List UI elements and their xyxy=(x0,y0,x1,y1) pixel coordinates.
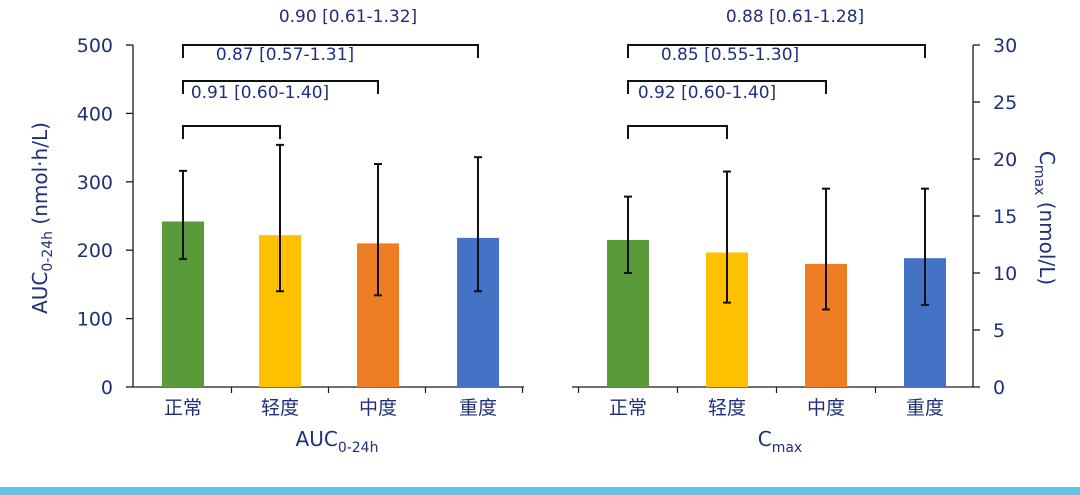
y-axis-title: Cmax (nmol/L) xyxy=(1031,151,1059,285)
comparison-bracket xyxy=(627,80,827,94)
y-tick-label: 0 xyxy=(101,377,113,399)
x-tick-label: 轻度 xyxy=(261,397,299,419)
x-tick-label: 中度 xyxy=(359,397,397,419)
comparison-bracket xyxy=(627,44,926,58)
chart-panel-1: 0 100 200 300 400 500 正常 轻度 中度 重度 0.91 [0.60-1.40]… xyxy=(28,7,524,456)
comparison-label: 0.85 [0.55-1.30] xyxy=(661,45,799,65)
x-tick-label: 轻度 xyxy=(708,397,746,419)
y-tick-label: 20 xyxy=(993,149,1017,171)
comparison-bracket xyxy=(182,44,479,58)
x-tick-label: 中度 xyxy=(807,397,845,419)
x-tick-label: 重度 xyxy=(459,397,497,419)
comparison-label: 0.92 [0.60-1.40] xyxy=(638,83,776,103)
comparison-bracket xyxy=(182,80,379,94)
comparison-label: 0.87 [0.57-1.31] xyxy=(216,45,354,65)
y-tick-label: 0 xyxy=(993,377,1005,399)
y-tick-label: 10 xyxy=(993,263,1017,285)
y-tick-label: 100 xyxy=(77,309,113,331)
comparison-label: 0.90 [0.61-1.32] xyxy=(279,7,417,27)
chart-panel-2: 0 5 10 15 20 25 30 正常 轻度 中度 重度 0.92 [0.60-1.40] 0.85… xyxy=(572,7,1059,456)
bottom-band xyxy=(0,487,1080,495)
y-tick-label: 500 xyxy=(77,35,113,57)
x-axis-title: AUC0-24h xyxy=(296,427,379,456)
y-tick-label: 15 xyxy=(993,206,1017,228)
x-tick-label: 正常 xyxy=(609,397,647,419)
y-axis-title: AUC0-24h (nmol·h/L) xyxy=(28,122,56,314)
y-tick-label: 200 xyxy=(77,240,113,262)
y-tick-label: 300 xyxy=(77,172,113,194)
comparison-bracket xyxy=(627,125,728,139)
comparison-bracket xyxy=(182,125,281,139)
comparison-label: 0.88 [0.61-1.28] xyxy=(726,7,864,27)
y-tick-label: 400 xyxy=(77,103,113,125)
x-tick-label: 正常 xyxy=(164,397,202,419)
x-tick-label: 重度 xyxy=(906,397,944,419)
y-tick-label: 30 xyxy=(993,35,1017,57)
comparison-label: 0.91 [0.60-1.40] xyxy=(191,83,329,103)
y-tick-label: 25 xyxy=(993,92,1017,114)
x-axis-title: Cmax xyxy=(758,427,802,456)
y-tick-label: 5 xyxy=(993,320,1005,342)
